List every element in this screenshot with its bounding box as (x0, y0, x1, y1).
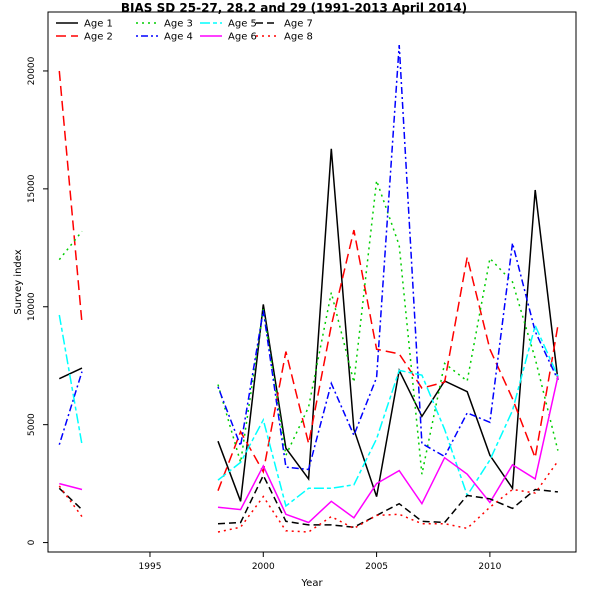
legend-item: Age 4 (136, 32, 193, 43)
series-line (58, 230, 83, 261)
legend-label: Age 2 (84, 32, 113, 43)
legend-item: Age 6 (200, 32, 257, 43)
legend-item: Age 7 (256, 19, 313, 30)
x-tick-label: 1995 (139, 562, 162, 572)
series-line (58, 485, 83, 518)
legend-label: Age 6 (228, 32, 257, 43)
legend-item: Age 8 (256, 32, 313, 43)
series-line (217, 376, 559, 524)
x-tick-label: 2000 (252, 562, 275, 572)
legend-label: Age 1 (84, 19, 113, 30)
y-axis-label: Survey index (13, 249, 24, 314)
y-tick-label: 5000 (27, 413, 37, 436)
legend-item: Age 2 (56, 32, 113, 43)
series-age-8 (58, 460, 559, 533)
y-tick-label: 0 (27, 539, 37, 545)
legend-item: Age 5 (200, 19, 257, 30)
series-age-2 (58, 70, 559, 491)
series-line (58, 371, 83, 445)
series-age-6 (59, 376, 559, 524)
legend-label: Age 7 (284, 19, 313, 30)
series-line (217, 229, 559, 491)
series-line (217, 180, 559, 475)
series-age-1 (58, 148, 559, 502)
x-tick-label: 2010 (478, 562, 501, 572)
legend: Age 1 Age 3 Age 5 Age 7 Age 2 Age 4 Age 6 Age 8 (56, 19, 313, 43)
x-axis: 1995 2000 2005 2010 (139, 552, 502, 572)
y-tick-label: 20000 (27, 56, 37, 85)
series-line (217, 473, 558, 528)
legend-label: Age 5 (228, 19, 257, 30)
x-axis-label: Year (300, 578, 323, 589)
legend-label: Age 8 (284, 32, 313, 43)
plot-frame (47, 11, 577, 553)
legend-label: Age 3 (164, 19, 193, 30)
series-line (217, 148, 559, 502)
series-age-4 (58, 44, 559, 471)
series-line (58, 367, 83, 380)
series-line (217, 44, 559, 471)
y-axis: 0 5000 10000 15000 20000 (27, 56, 48, 545)
series-line (58, 70, 83, 324)
series-line (217, 323, 559, 508)
series-line (59, 482, 83, 491)
y-tick-label: 10000 (27, 292, 37, 321)
chart-title: BIAS SD 25-27, 28.2 and 29 (1991-2013 Ap… (121, 1, 467, 15)
legend-item: Age 3 (136, 19, 193, 30)
legend-label: Age 4 (164, 32, 193, 43)
legend-item: Age 1 (56, 19, 113, 30)
series-layer (58, 44, 559, 533)
series-line (217, 460, 559, 533)
series-age-5 (58, 314, 559, 508)
series-age-7 (58, 473, 558, 528)
y-tick-label: 15000 (27, 174, 37, 203)
series-line (58, 314, 83, 445)
series-age-3 (58, 180, 559, 475)
x-tick-label: 2005 (365, 562, 388, 572)
